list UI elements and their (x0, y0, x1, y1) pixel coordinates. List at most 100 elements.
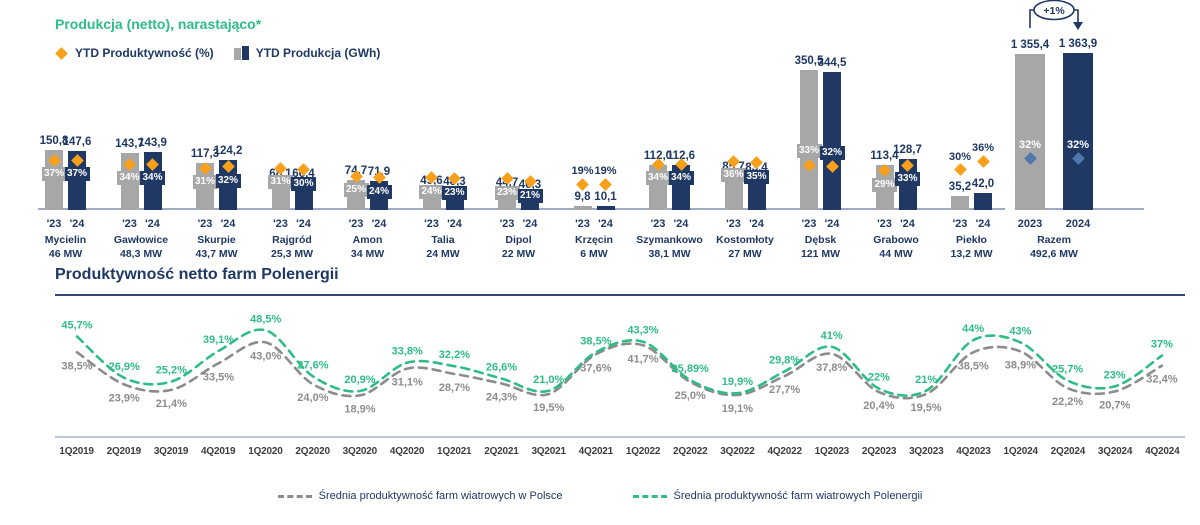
productivity-badge: 25% (343, 183, 369, 198)
year-label: '24 (598, 218, 613, 230)
year-label: '23 (575, 218, 590, 230)
farm-capacity: 6 MW (580, 248, 608, 260)
quarter-label: 3Q2021 (531, 446, 566, 457)
farm-name: Krzęcin (575, 234, 613, 246)
bar-value-label: 344,5 (817, 57, 847, 70)
bar-value-label: 147,6 (62, 136, 92, 148)
productivity-badge: 23% (494, 185, 520, 200)
productivity-badge: 36% (721, 168, 746, 183)
quarter-label: 2Q2024 (1050, 446, 1086, 457)
poland-point-label: 33,5% (203, 371, 234, 383)
bar-value-label: 124,2 (213, 145, 243, 158)
farm-capacity: 48,3 MW (119, 248, 162, 260)
farm-name: Dębsk (804, 234, 837, 246)
legend-item-polenergia: Średnia produktywność farm wiatrowych Po… (632, 490, 922, 502)
ytd-production-bar (596, 206, 615, 210)
productivity-badge: 30% (291, 176, 316, 191)
productivity-badge: 34% (117, 171, 142, 186)
bar-value-label: 117,3 (190, 148, 220, 161)
bar-value-label: 9,8 (574, 191, 591, 204)
productivity-badge: 34% (140, 171, 165, 186)
productivity-badge: 24% (366, 184, 392, 199)
year-label: '23 (801, 218, 817, 230)
productivity-badge: 24% (419, 184, 444, 199)
year-label: 2024 (1065, 218, 1091, 230)
year-label: '23 (877, 218, 892, 230)
poland-point-label: 28,7% (439, 382, 470, 394)
productivity-badge: 23% (442, 185, 467, 200)
farm-capacity: 43,7 MW (195, 248, 238, 260)
year-label: '24 (522, 218, 538, 230)
polenergia-point-label: 29,8% (769, 354, 800, 366)
bar-value-label: 42,0 (971, 178, 995, 191)
legend-productivity-label: YTD Produktywność (%) (75, 46, 214, 60)
productivity-value-label: 32% (1018, 138, 1042, 151)
year-label: '24 (69, 218, 85, 230)
productivity-value-label: 36% (971, 142, 995, 155)
farm-name: Piekło (956, 234, 987, 246)
bar-value-label: 143,7 (115, 137, 144, 150)
quarter-label: 2Q2020 (295, 446, 330, 457)
farm-capacity: 22 MW (501, 248, 536, 260)
polenergia-point-label: 20,9% (344, 374, 375, 386)
quarter-label: 4Q2019 (201, 446, 236, 457)
productivity-badge: 33% (895, 172, 920, 187)
quarter-label: 2Q2019 (106, 446, 142, 457)
annotation-arrow-icon (1073, 22, 1083, 30)
year-label: '23 (952, 218, 968, 230)
quarter-label: 1Q2020 (248, 446, 283, 457)
farm-name: Kostomłoty (716, 234, 774, 246)
total-capacity: 492,6 MW (1030, 248, 1078, 260)
bar-value-label: 112,0 (643, 150, 673, 163)
productivity-badge: 35% (744, 169, 769, 184)
farm-name: Talia (431, 234, 455, 246)
farm-name: Gawłowice (113, 234, 169, 246)
legend-item-poland: Średnia produktywność farm wiatrowych w … (277, 490, 563, 502)
productivity-badge: 37% (64, 167, 90, 181)
productivity-badge: 34% (668, 171, 694, 186)
productivity-value-label: 30% (948, 150, 972, 163)
bar-value-label: 35,2 (948, 180, 972, 193)
quarter-label: 3Q2020 (342, 446, 378, 457)
quarter-label: 1Q2023 (814, 446, 850, 457)
polenergia-point-label: 21,0% (533, 374, 564, 386)
productivity-diamond-icon (576, 177, 589, 191)
poland-point-label: 27,7% (769, 384, 800, 396)
polenergia-point-label: 48,5% (250, 313, 281, 325)
poland-point-label: 38,5% (958, 360, 989, 372)
productivity-badge: 31% (268, 175, 293, 190)
bar-2024-swatch (241, 46, 249, 60)
quarter-label: 3Q2024 (1097, 446, 1133, 457)
productivity-badge: 31% (192, 175, 218, 190)
ytd-production-bar (951, 195, 969, 210)
annotation-left-bracket (1029, 9, 1034, 28)
poland-point-label: 23,9% (109, 392, 140, 404)
poland-point-label: 38,5% (61, 360, 92, 372)
productivity-chart-title: Produktywność netto farm Polenergii (55, 266, 339, 283)
poland-dash-legend-icon (277, 494, 312, 498)
year-label: '24 (447, 218, 462, 230)
productivity-line-chart: 38,5% 23,9% 21,4% 33,5% 43,0% 24,0% 18,9% 31,1%… (55, 313, 1185, 438)
polenergia-point-label: 39,1% (203, 334, 234, 346)
quarter-label: 4Q2023 (956, 446, 991, 457)
poland-point-label: 19,1% (722, 403, 753, 415)
ytd-production-bar (1063, 53, 1093, 210)
quarter-axis: 1Q2019 2Q2019 3Q2019 4Q2019 1Q2020 2Q2020 3Q20… (53, 446, 1186, 457)
production-bars-legend-icon (233, 46, 249, 60)
bar-value-label: 1 363,9 (1058, 38, 1098, 51)
poland-point-label: 37,8% (816, 362, 847, 374)
quarter-label: 1Q2019 (59, 446, 94, 457)
polenergia-point-label: 21% (915, 374, 937, 386)
farm-capacity: 44 MW (879, 248, 913, 260)
productivity-badge: 21% (517, 188, 543, 203)
productivity-badge: 34% (645, 171, 671, 186)
bar-value-label: 350,5 (794, 54, 824, 67)
year-label: 2023 (1017, 218, 1043, 230)
bar-value-label: 10,1 (594, 191, 617, 203)
year-label: '24 (145, 218, 160, 230)
polenergia-point-label: 38,5% (580, 335, 611, 347)
year-label: '24 (749, 218, 764, 230)
polenergia-point-label: 22% (868, 372, 890, 384)
productivity-badge: 32% (215, 173, 241, 188)
legend-production-label: YTD Produkcja (GWh) (255, 46, 381, 60)
